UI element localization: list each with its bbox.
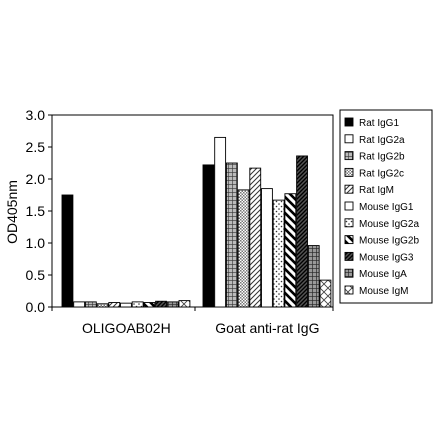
- legend-swatch: [344, 167, 354, 177]
- bar: [237, 189, 250, 308]
- legend-label: Mouse IgG2a: [359, 219, 419, 230]
- bar: [178, 300, 191, 308]
- bar: [96, 303, 109, 308]
- legend-swatch: [344, 134, 354, 144]
- bar: [166, 301, 179, 308]
- y-tick-label: 2.5: [26, 139, 46, 155]
- legend-swatch: [344, 268, 354, 278]
- legend-label: Rat IgM: [359, 185, 394, 196]
- y-tick-label: 3.0: [26, 107, 46, 123]
- legend-label: Rat IgG2a: [359, 135, 405, 146]
- y-tick-label: 2.0: [26, 171, 46, 187]
- bar: [307, 245, 320, 308]
- y-tick-label: 0.5: [26, 267, 46, 283]
- y-tick-label: 1.0: [26, 235, 46, 251]
- tick-labels: 0.0 0.5 1.0 1.5 2.0 2.5 3.0 OLIGOAB02H Goat anti…: [26, 107, 320, 336]
- y-tick-label: 0.0: [26, 299, 46, 315]
- legend-swatch: [344, 117, 354, 127]
- bar: [296, 155, 308, 308]
- x-category-label: OLIGOAB02H: [82, 320, 171, 336]
- bars: [61, 136, 332, 308]
- legend-label: Mouse IgM: [359, 286, 408, 297]
- legend-label: Rat IgG2c: [359, 168, 404, 179]
- bar: [84, 301, 97, 308]
- y-axis-title: OD405nm: [4, 180, 20, 244]
- bar: [202, 164, 215, 308]
- bar: [319, 279, 332, 308]
- bar: [284, 193, 297, 308]
- bar: [120, 302, 132, 308]
- legend-label: Mouse IgG1: [359, 202, 414, 213]
- bar: [249, 167, 262, 308]
- legend-label: Mouse IgG2b: [359, 236, 419, 247]
- x-category-label: Goat anti-rat IgG: [215, 320, 319, 336]
- bar: [143, 302, 156, 308]
- legend-swatch: [344, 285, 354, 295]
- legend-swatch: [344, 235, 354, 245]
- legend-box: [339, 109, 433, 304]
- bar: [73, 301, 86, 308]
- legend-swatch: [344, 151, 354, 161]
- legend-swatch: [344, 201, 354, 211]
- legend-swatch: [344, 251, 354, 261]
- bar: [261, 188, 273, 308]
- legend: Rat IgG1 Rat IgG2a Rat IgG2b Rat IgG2c Rat I…: [339, 109, 433, 304]
- legend-label: Rat IgG1: [359, 118, 399, 129]
- bar: [272, 199, 285, 308]
- bar: [225, 162, 238, 308]
- legend-swatch: [344, 184, 354, 194]
- axes: [48, 114, 334, 311]
- legend-label: Mouse IgA: [359, 269, 407, 280]
- bar: [155, 300, 167, 308]
- bar: [61, 194, 74, 308]
- y-tick-label: 1.5: [26, 203, 46, 219]
- bar: [214, 136, 227, 308]
- legend-label: Rat IgG2b: [359, 152, 405, 163]
- bar: [108, 302, 121, 308]
- legend-label: Mouse IgG3: [359, 252, 414, 263]
- legend-swatch: [344, 218, 354, 228]
- bar: [131, 301, 144, 308]
